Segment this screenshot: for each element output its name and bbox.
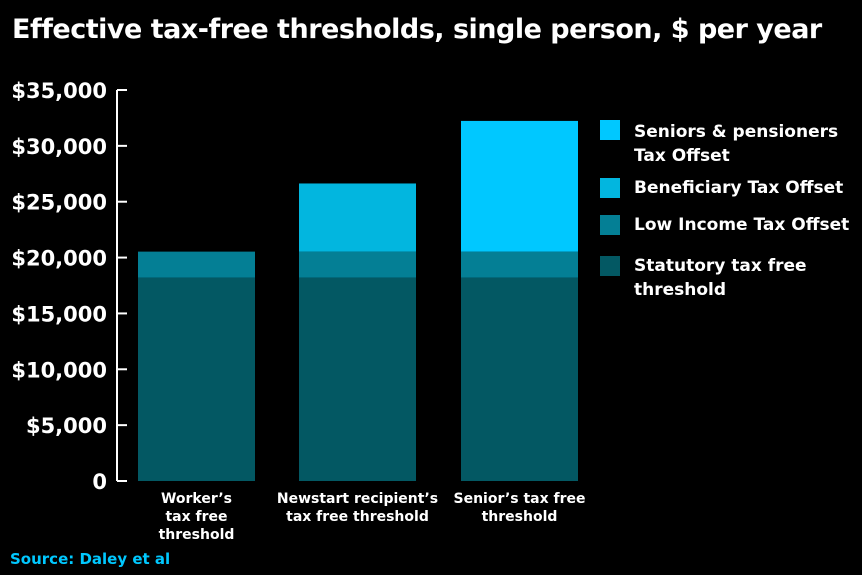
- bar-segment-2-0: [461, 277, 578, 481]
- legend-label: Low Income Tax Offset: [634, 215, 849, 235]
- legend-swatch: [600, 178, 620, 198]
- x-tick-label: Worker’s tax free threshold: [159, 491, 235, 543]
- y-tick-label: $25,000: [11, 191, 107, 215]
- y-tick-label: $10,000: [11, 358, 107, 382]
- y-tick-label: $5,000: [26, 414, 107, 438]
- bar-segment-2-3: [461, 120, 578, 252]
- x-tick-label: Newstart recipient’s tax free threshold: [277, 491, 438, 525]
- bars-layer: [138, 120, 578, 481]
- legend-swatch: [600, 120, 620, 140]
- legend-label: Beneficiary Tax Offset: [634, 178, 843, 198]
- chart-title: Effective tax-free thresholds, single pe…: [12, 14, 822, 45]
- y-axis: 0 $5,000 $10,000 $15,000 $20,000 $25,000 $30,0…: [11, 79, 127, 494]
- legend-label: Seniors & pensioners Tax Offset: [634, 122, 838, 166]
- y-tick-label: $35,000: [11, 79, 107, 103]
- legend-swatch: [600, 215, 620, 235]
- bar-segment-1-2: [299, 183, 416, 252]
- bar-segment-1-0: [299, 277, 416, 481]
- bar-segment-1-1: [299, 251, 416, 278]
- legend: Seniors & pensioners Tax Offset Beneficiar…: [600, 120, 849, 300]
- legend-swatch: [600, 256, 620, 276]
- legend-label: Statutory tax free threshold: [634, 256, 807, 300]
- bar-segment-0-1: [138, 251, 255, 278]
- y-tick-label: $30,000: [11, 135, 107, 159]
- x-tick-label: Senior’s tax free threshold: [453, 491, 585, 525]
- y-tick-label: $20,000: [11, 247, 107, 271]
- y-tick-label: 0: [92, 470, 107, 494]
- bar-segment-0-0: [138, 277, 255, 481]
- bar-segment-2-1: [461, 251, 578, 278]
- x-axis-labels: Worker’s tax free threshold Newstart recipi…: [159, 491, 586, 543]
- source-note: Source: Daley et al: [10, 550, 171, 568]
- y-tick-label: $15,000: [11, 302, 107, 326]
